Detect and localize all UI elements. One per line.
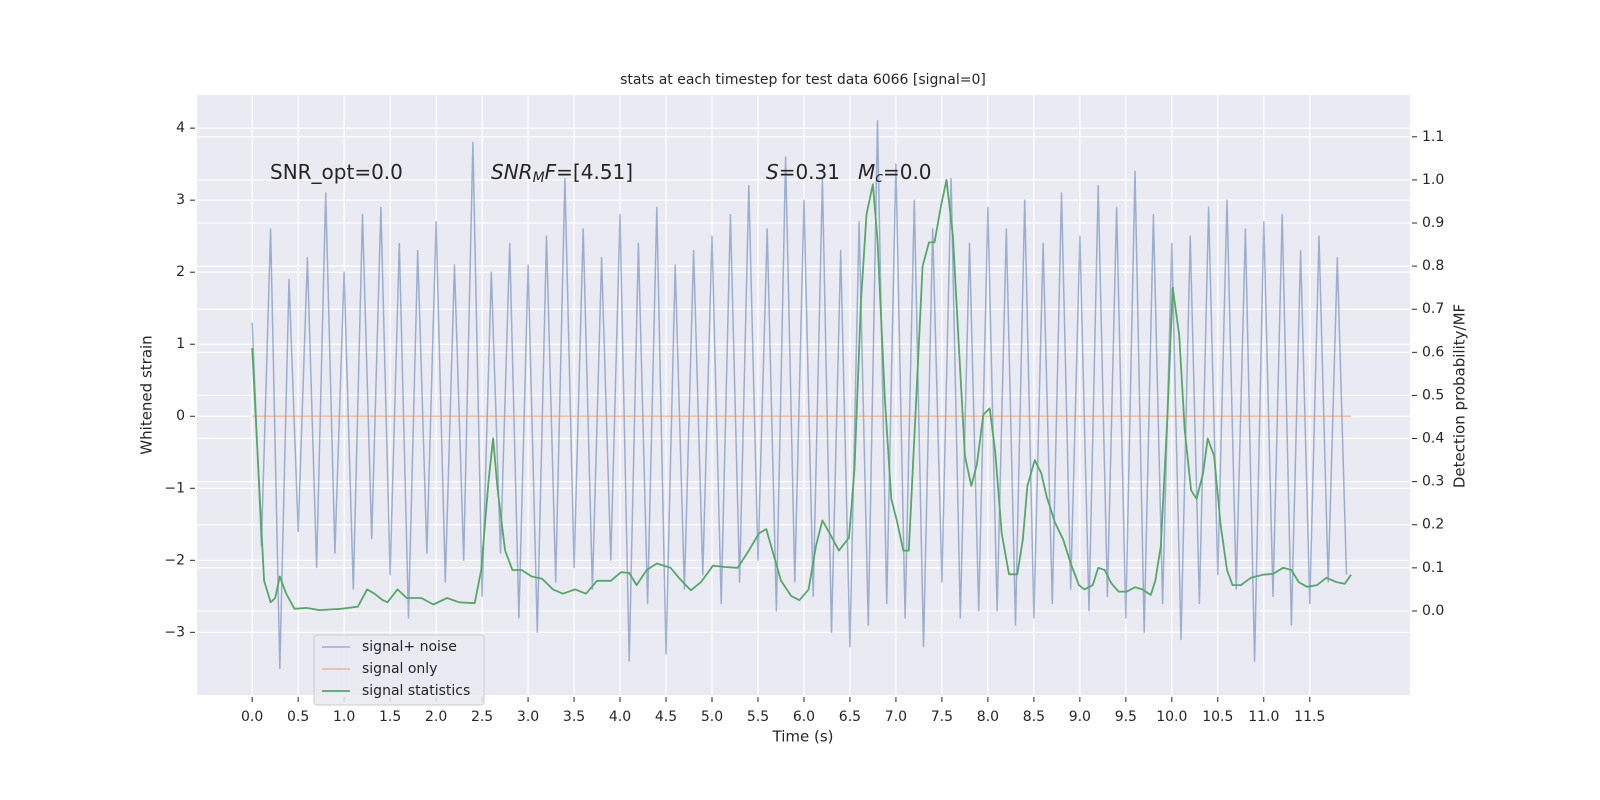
x-tick-label: 10.5 [1202, 709, 1233, 725]
series-line [251, 120, 1348, 670]
x-tick-label: 11.0 [1248, 709, 1279, 725]
y2-axis-label: Detection probability/MF [1451, 304, 1469, 488]
annotation: SNRMF=[4.51] [491, 160, 633, 187]
annotation-part: M [533, 170, 545, 186]
annotation-part: M [858, 160, 875, 184]
series-line [251, 179, 1352, 611]
x-tick-label: 5.0 [701, 709, 723, 725]
x-tick-label: 4.0 [609, 709, 631, 725]
x-tick-label: 3.5 [563, 709, 585, 725]
y2-tick-label: 0.1 [1422, 560, 1444, 576]
x-tick-label: 7.0 [885, 709, 907, 725]
x-tick-label: 7.5 [931, 709, 953, 725]
x-tick-label: 10.0 [1156, 709, 1187, 725]
x-tick-label: 0.0 [241, 709, 263, 725]
x-tick-label: 2.0 [425, 709, 447, 725]
x-tick-label: 6.5 [839, 709, 861, 725]
legend-label: signal+ noise [362, 639, 457, 655]
annotation-part: =0.0 [883, 160, 932, 184]
x-tick-label: 11.5 [1294, 709, 1325, 725]
y2-tick-label: 0.3 [1422, 474, 1444, 490]
x-tick-label: 9.0 [1069, 709, 1091, 725]
x-axis-label: Time (s) [772, 728, 834, 746]
y-tick-label: −2 [164, 552, 185, 568]
y2-tick-label: 1.1 [1422, 129, 1444, 145]
y-tick-label: 1 [176, 336, 185, 352]
y-tick-label: −3 [164, 624, 185, 640]
annotation: Mc=0.0 [858, 160, 932, 187]
annotation-part: =0.31 [779, 160, 840, 184]
chart-title: stats at each timestep for test data 606… [620, 72, 986, 88]
annotation-part: S [766, 160, 779, 184]
y2-tick-label: 0.6 [1422, 344, 1444, 360]
y-tick-label: 4 [176, 120, 185, 136]
x-tick-label: 8.0 [977, 709, 999, 725]
x-tick-label: 8.5 [1023, 709, 1045, 725]
y2-tick-label: 0.2 [1422, 517, 1444, 533]
legend-label: signal only [362, 661, 437, 677]
x-tick-label: 0.5 [287, 709, 309, 725]
y-tick-label: 3 [176, 192, 185, 208]
x-tick-label: 3.0 [517, 709, 539, 725]
annotation-part: c [875, 170, 883, 186]
legend-box [313, 634, 485, 706]
y2-tick-label: 0.9 [1422, 215, 1444, 231]
x-tick-label: 2.5 [471, 709, 493, 725]
x-tick-label: 6.0 [793, 709, 815, 725]
y2-tick-label: 1.0 [1422, 172, 1444, 188]
x-tick-label: 5.5 [747, 709, 769, 725]
y-tick-label: 0 [176, 408, 185, 424]
annotation-part: F [545, 160, 557, 184]
annotation-part: SNR_opt=0.0 [270, 160, 403, 184]
y-axis-label: Whitened strain [138, 335, 156, 454]
y2-tick-label: 0.5 [1422, 387, 1444, 403]
y2-tick-label: 0.8 [1422, 258, 1444, 274]
x-tick-label: 1.5 [379, 709, 401, 725]
annotation: S=0.31 [766, 160, 840, 184]
annotation-part: =[4.51] [556, 160, 633, 184]
annotation: SNR_opt=0.0 [270, 160, 403, 184]
y-tick-label: −1 [164, 480, 185, 496]
x-tick-label: 9.5 [1115, 709, 1137, 725]
x-tick-label: 4.5 [655, 709, 677, 725]
annotation-part: SNR [491, 160, 533, 184]
legend-label: signal statistics [362, 683, 470, 699]
y2-tick-label: 0.7 [1422, 301, 1444, 317]
y-tick-label: 2 [176, 264, 185, 280]
y2-tick-label: 0.4 [1422, 431, 1444, 447]
y2-tick-label: 0.0 [1422, 603, 1444, 619]
x-tick-label: 1.0 [333, 709, 355, 725]
